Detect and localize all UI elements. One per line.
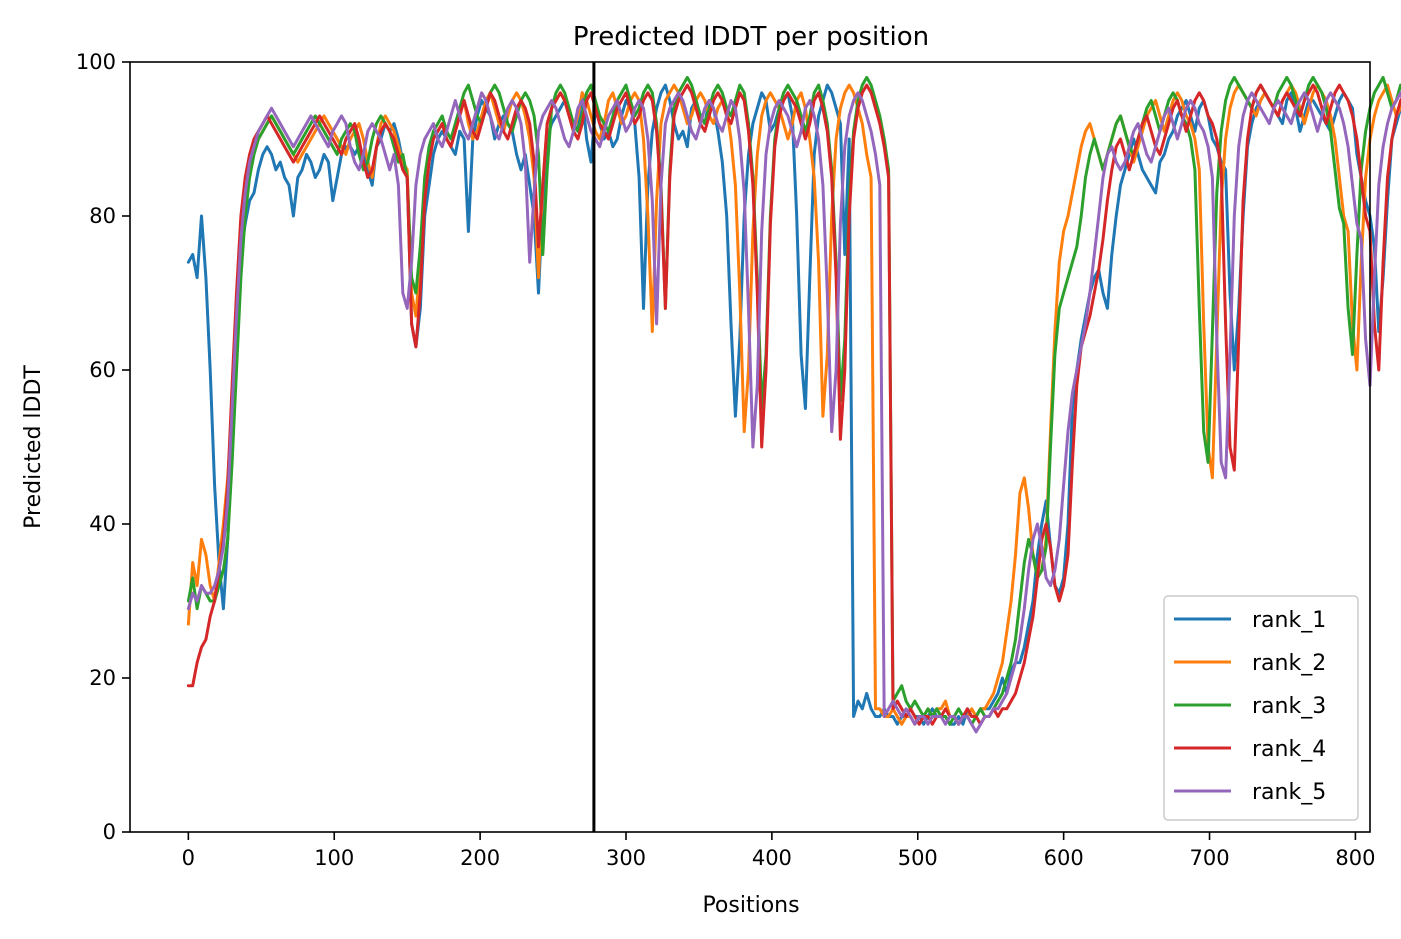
y-tick-label: 100 [76,50,116,74]
series-line-rank-2 [186,83,1401,726]
y-tick-label: 0 [103,820,116,844]
x-tick-label: 400 [752,846,792,870]
chart-title: Predicted lDDT per position [573,22,929,52]
legend-label: rank_5 [1252,780,1326,805]
series-layer [186,75,1401,734]
y-tick-label: 80 [89,204,116,228]
legend-box [1163,595,1359,821]
series-line-rank-5 [186,91,1401,734]
x-axis-title: Positions [702,893,799,918]
legend-label: rank_2 [1252,651,1326,676]
legend-label: rank_4 [1252,737,1326,762]
y-axis-title: Predicted lDDT [21,365,46,529]
x-tick-label: 600 [1044,846,1084,870]
x-tick-label: 200 [460,846,500,870]
x-axis: 0 100 200 300 400 500 600 700 800 [182,832,1375,870]
x-tick-label: 300 [606,846,646,870]
legend-label: rank_1 [1252,608,1326,633]
plot-frame [129,61,1371,833]
x-tick-label: 700 [1189,846,1229,870]
y-tick-label: 20 [89,666,116,690]
series-line-rank-3 [186,75,1401,726]
legend-label: rank_3 [1252,694,1326,719]
legend: rank_1 rank_2 rank_3 rank_4 rank_5 [1163,595,1359,821]
x-tick-label: 0 [182,846,195,870]
x-tick-label: 500 [898,846,938,870]
x-tick-label: 100 [314,846,354,870]
y-tick-label: 60 [89,358,116,382]
y-axis: 0 20 40 60 80 100 [76,50,130,844]
x-tick-label: 800 [1335,846,1375,870]
y-tick-label: 40 [89,512,116,536]
